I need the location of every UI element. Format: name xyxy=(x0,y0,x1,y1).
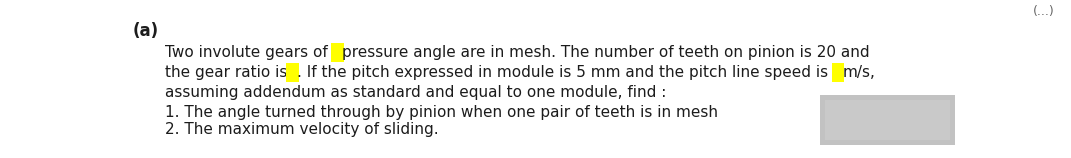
Text: pressure angle are in mesh. The number of teeth on pinion is 20 and: pressure angle are in mesh. The number o… xyxy=(343,45,870,60)
Text: m/s,: m/s, xyxy=(843,65,876,80)
Text: 2. The maximum velocity of sliding.: 2. The maximum velocity of sliding. xyxy=(165,122,439,137)
Text: 1. The angle turned through by pinion when one pair of teeth is in mesh: 1. The angle turned through by pinion wh… xyxy=(165,105,718,120)
Text: (a): (a) xyxy=(133,22,160,40)
FancyBboxPatch shape xyxy=(825,100,950,140)
Text: Two involute gears of: Two involute gears of xyxy=(165,45,333,60)
FancyBboxPatch shape xyxy=(820,95,955,145)
Text: (...): (...) xyxy=(1034,5,1055,18)
Text: . If the pitch expressed in module is 5 mm and the pitch line speed is: . If the pitch expressed in module is 5 … xyxy=(297,65,833,80)
Text: assuming addendum as standard and equal to one module, find :: assuming addendum as standard and equal … xyxy=(165,85,666,100)
Text: the gear ratio is: the gear ratio is xyxy=(165,65,287,80)
